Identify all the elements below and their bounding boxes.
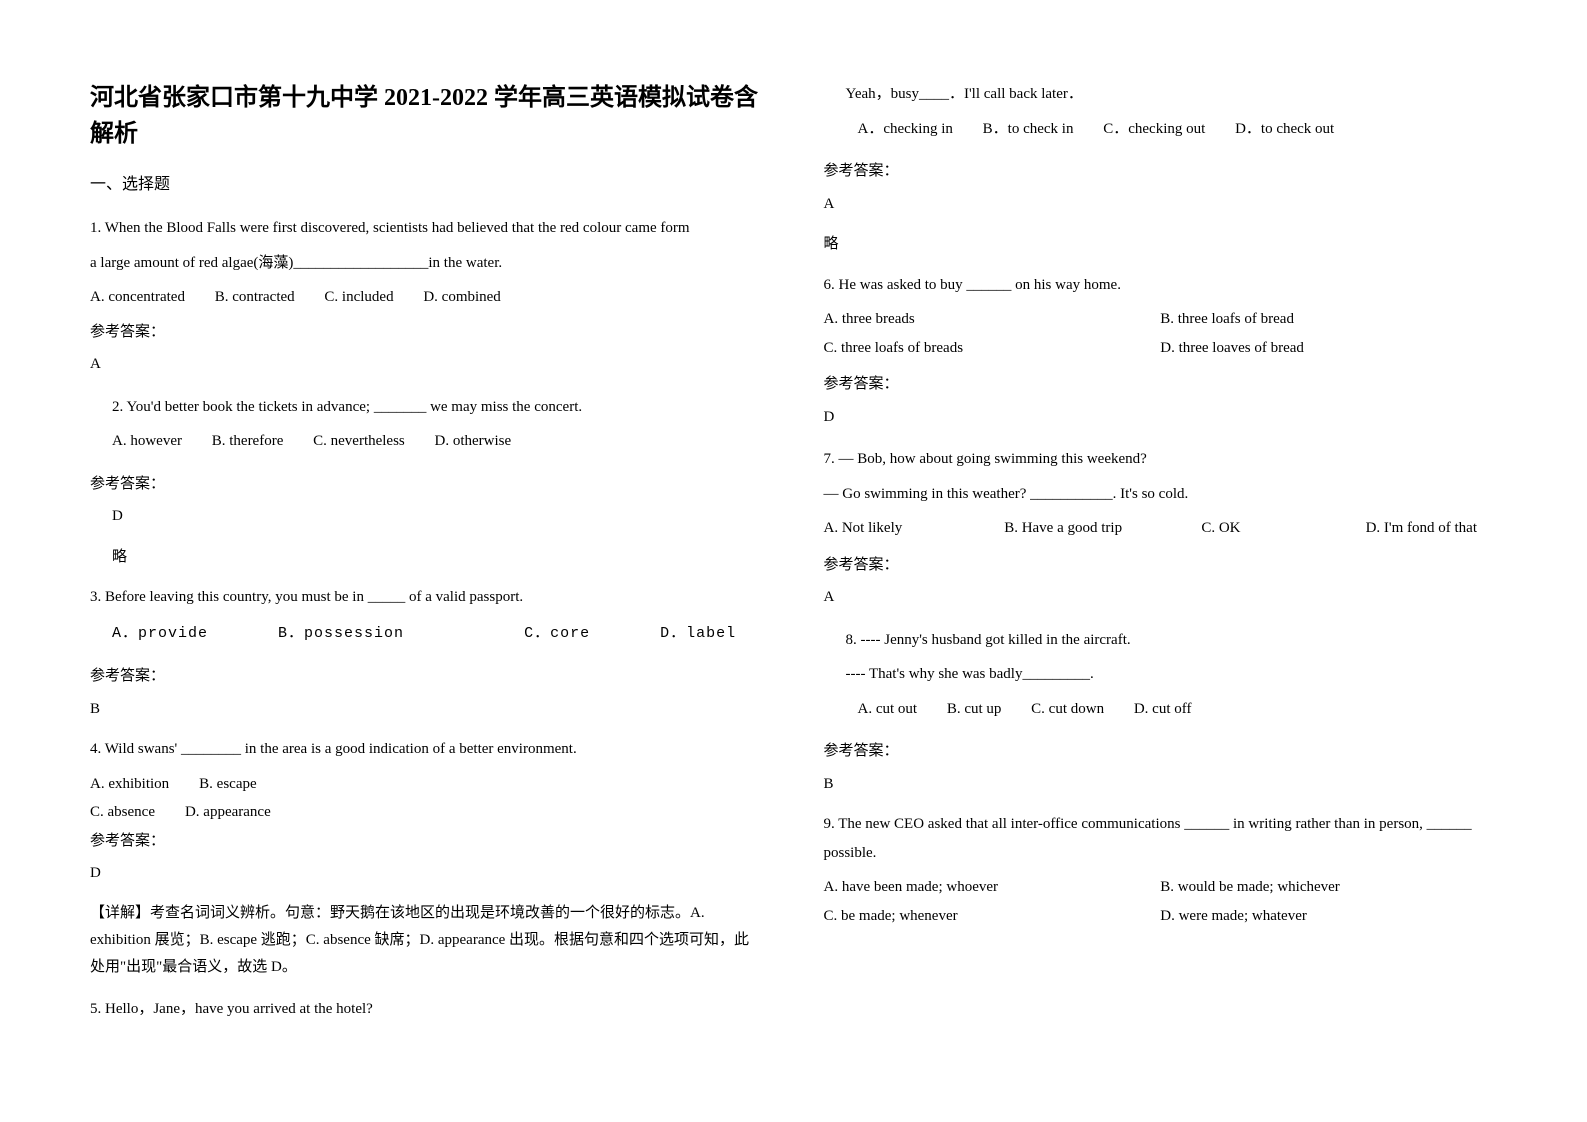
q9-opt-c: C. be made; whenever [824,902,1161,931]
q7-opt-c: C. OK [1201,514,1365,543]
q9-opt-b: B. would be made; whichever [1160,873,1497,902]
q6-ans: D [824,403,1498,432]
q2-ans-label: 参考答案： [90,470,764,499]
q7-opts: A. Not likely B. Have a good trip C. OK … [824,514,1498,543]
q3-ans: B [90,695,764,724]
q1-ans-label: 参考答案： [90,318,764,347]
q8-options: A. cut out B. cut up C. cut down D. cut … [846,695,1498,724]
q3-opt-d: D．label [660,620,736,649]
q2-note: 略 [90,543,764,572]
q5-ans: A [824,190,1498,219]
q1-opt-d: D. combined [423,283,500,312]
q8-opt-b: B. cut up [947,695,1002,724]
q6-opt-b: B. three loafs of bread [1160,305,1497,334]
q9-opts-row1: A. have been made; whoever B. would be m… [824,873,1498,902]
question-2: 2. You'd better book the tickets in adva… [90,393,764,456]
question-9: 9. The new CEO asked that all inter-offi… [824,810,1498,930]
question-7: 7. — Bob, how about going swimming this … [824,445,1498,612]
q6-ans-label: 参考答案： [824,370,1498,399]
q7-opt-d: D. I'm fond of that [1366,514,1497,543]
q9-text: 9. The new CEO asked that all inter-offi… [824,810,1498,867]
q7-text: 7. — Bob, how about going swimming this … [824,445,1498,474]
question-4: 4. Wild swans' ________ in the area is a… [90,735,764,981]
q6-opt-c: C. three loafs of breads [824,334,1161,363]
question-1: 1. When the Blood Falls were first disco… [90,214,764,379]
q5-opt-c: C．checking out [1103,115,1205,144]
q5-text: 5. Hello，Jane，have you arrived at the ho… [90,995,764,1024]
q5-opt-b: B．to check in [983,115,1074,144]
q6-text: 6. He was asked to buy ______ on his way… [824,271,1498,300]
q2-opt-d: D. otherwise [435,427,512,456]
q6-opt-d: D. three loaves of bread [1160,334,1497,363]
q2-opt-a: A. however [112,427,182,456]
q5-options: A．checking in B．to check in C．checking o… [846,115,1498,144]
q8-ans-label: 参考答案： [824,737,1498,766]
q9-opt-d: D. were made; whatever [1160,902,1497,931]
question-3: 3. Before leaving this country, you must… [90,583,764,648]
q7-opt-b: B. Have a good trip [1004,514,1201,543]
q3-options: A．provide B．possession C．core D．label [90,620,764,649]
q2-opt-c: C. nevertheless [313,427,405,456]
q1-line2: a large amount of red algae(海藻)_________… [90,249,764,278]
q2-opt-b: B. therefore [212,427,284,456]
q5-opt-d: D．to check out [1235,115,1334,144]
q5-ans-label: 参考答案： [824,157,1498,186]
q6-opts-row1: A. three breads B. three loafs of bread [824,305,1498,334]
q2-ans: D [90,502,764,531]
question-6: 6. He was asked to buy ______ on his way… [824,271,1498,432]
q7-reply: — Go swimming in this weather? _________… [824,480,1498,509]
q8-opt-d: D. cut off [1134,695,1192,724]
q3-opt-b: B．possession [278,620,404,649]
q3-opt-c: C．core [524,620,590,649]
left-column: 河北省张家口市第十九中学 2021-2022 学年高三英语模拟试卷含解析 一、选… [90,80,764,1082]
q8-opt-a: A. cut out [858,695,918,724]
q5-opt-a: A．checking in [858,115,953,144]
q8-ans: B [824,770,1498,799]
q4-opts-ab: A. exhibition B. escape [90,770,764,799]
question-5-cont: Yeah，busy____．I'll call back later． A．ch… [824,80,1498,143]
q3-text: 3. Before leaving this country, you must… [90,583,764,612]
q8-opt-c: C. cut down [1031,695,1104,724]
q7-opt-a: A. Not likely [824,514,1005,543]
q6-opt-a: A. three breads [824,305,1161,334]
q1-line1: 1. When the Blood Falls were first disco… [90,214,764,243]
q2-text: 2. You'd better book the tickets in adva… [112,393,764,422]
right-column: Yeah，busy____．I'll call back later． A．ch… [824,80,1498,1082]
q1-opt-c: C. included [324,283,393,312]
q4-opts-cd: C. absence D. appearance [90,798,764,827]
q8-reply: ---- That's why she was badly_________. [846,660,1498,689]
q1-options: A. concentrated B. contracted C. include… [90,283,764,312]
question-8: 8. ---- Jenny's husband got killed in th… [824,626,1498,724]
q2-options: A. however B. therefore C. nevertheless … [112,427,764,456]
q1-opt-b: B. contracted [215,283,295,312]
q5-note: 略 [824,230,1498,259]
q5-reply: Yeah，busy____．I'll call back later． [846,80,1498,109]
q8-text: 8. ---- Jenny's husband got killed in th… [846,626,1498,655]
q7-ans-label: 参考答案： [824,551,1498,580]
q9-opts-row2: C. be made; whenever D. were made; whate… [824,902,1498,931]
q4-ans-label: 参考答案： [90,827,764,856]
q4-text: 4. Wild swans' ________ in the area is a… [90,735,764,764]
doc-title: 河北省张家口市第十九中学 2021-2022 学年高三英语模拟试卷含解析 [90,80,764,152]
q1-opt-a: A. concentrated [90,283,185,312]
q4-explain: 【详解】考查名词词义辨析。句意：野天鹅在该地区的出现是环境改善的一个很好的标志。… [90,900,764,981]
q7-ans: A [824,583,1498,612]
q3-ans-label: 参考答案： [90,662,764,691]
q3-opt-a: A．provide [112,620,208,649]
q1-ans: A [90,350,764,379]
q9-opt-a: A. have been made; whoever [824,873,1161,902]
q6-opts-row2: C. three loafs of breads D. three loaves… [824,334,1498,363]
q4-ans: D [90,859,764,888]
section-heading: 一、选择题 [90,170,764,200]
